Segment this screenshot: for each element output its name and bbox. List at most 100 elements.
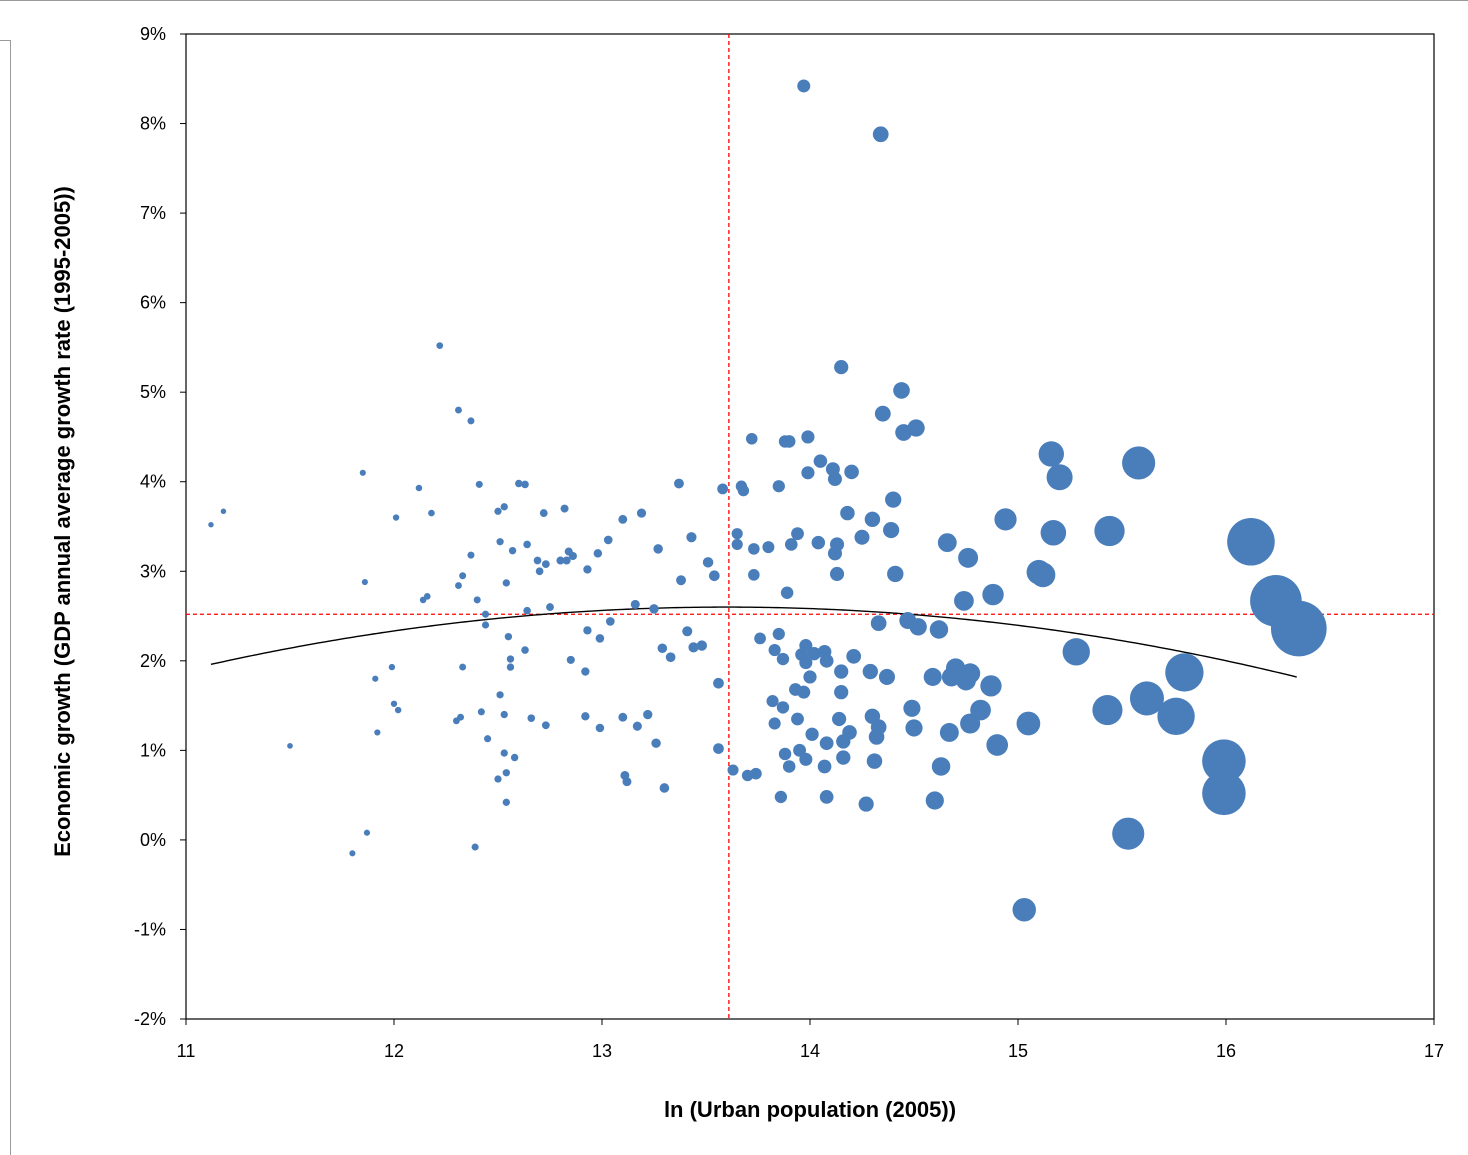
- data-point: [954, 590, 974, 611]
- data-point: [834, 685, 849, 700]
- data-point: [960, 663, 981, 684]
- y-tick-label: 4%: [140, 472, 166, 492]
- data-point: [665, 652, 676, 663]
- data-point: [1046, 464, 1073, 491]
- data-point: [784, 538, 798, 551]
- data-point: [657, 643, 668, 654]
- data-point: [593, 549, 603, 558]
- y-tick-label: 6%: [140, 293, 166, 313]
- data-point: [502, 769, 510, 777]
- data-point: [682, 626, 693, 637]
- data-point: [643, 709, 653, 720]
- data-point: [893, 382, 910, 399]
- data-point: [866, 753, 883, 769]
- data-point: [500, 503, 508, 511]
- data-point: [776, 701, 790, 714]
- data-point: [842, 725, 857, 740]
- data-point: [791, 527, 804, 541]
- data-point: [1202, 771, 1246, 816]
- data-point: [1016, 711, 1041, 736]
- data-point: [674, 478, 684, 489]
- data-point: [713, 743, 724, 754]
- y-tick-label: -2%: [134, 1009, 166, 1029]
- data-point: [939, 722, 959, 742]
- data-point: [504, 632, 513, 641]
- data-point: [502, 798, 510, 806]
- data-point: [832, 711, 847, 727]
- data-point: [220, 508, 227, 515]
- data-point: [539, 509, 548, 517]
- y-axis-ticks: -2% -1% 0% 1% 2% 3% 4% 5% 6% 7% 8% 9%: [134, 24, 186, 1029]
- data-point: [829, 537, 845, 552]
- data-point: [475, 480, 483, 488]
- data-point: [801, 466, 815, 480]
- data-point: [870, 719, 887, 735]
- data-point: [496, 691, 504, 699]
- y-tick-label: 7%: [140, 203, 166, 223]
- data-point: [459, 572, 467, 580]
- data-point: [653, 544, 663, 554]
- data-point: [388, 663, 396, 671]
- data-point: [455, 406, 462, 414]
- data-point: [748, 569, 760, 581]
- data-point: [1227, 517, 1275, 566]
- data-point: [797, 79, 811, 93]
- data-point: [797, 685, 811, 699]
- data-point: [805, 727, 819, 741]
- data-point: [363, 829, 371, 836]
- data-point: [506, 655, 515, 663]
- data-point: [455, 582, 462, 590]
- data-point: [799, 752, 813, 766]
- x-tick-label: 13: [592, 1041, 612, 1061]
- data-point: [595, 634, 605, 643]
- data-point: [870, 615, 887, 632]
- data-point: [394, 706, 402, 714]
- data-point: [982, 583, 1004, 606]
- data-point: [581, 667, 590, 676]
- x-axis-title: ln (Urban population (2005)): [664, 1097, 956, 1122]
- data-point: [874, 405, 891, 422]
- y-tick-label: 3%: [140, 561, 166, 581]
- frame-top-border: [0, 0, 1468, 1]
- data-point: [887, 565, 904, 583]
- data-point: [909, 618, 927, 636]
- data-point: [731, 528, 743, 540]
- data-point: [1030, 562, 1056, 588]
- x-axis-ticks: 11 12 13 14 15 16 17: [177, 1019, 1444, 1061]
- data-point: [731, 538, 743, 550]
- data-point: [500, 749, 508, 757]
- data-point: [858, 796, 874, 812]
- data-point: [994, 508, 1017, 531]
- data-point: [813, 454, 828, 468]
- data-point: [562, 556, 571, 565]
- fit-curve: [210, 606, 1297, 678]
- data-point: [605, 617, 615, 626]
- data-point: [636, 508, 647, 518]
- data-point: [583, 626, 592, 635]
- data-point: [581, 712, 590, 721]
- data-point: [782, 435, 796, 448]
- data-point: [829, 566, 845, 582]
- data-point: [801, 430, 815, 444]
- y-tick-label: 8%: [140, 114, 166, 134]
- data-point: [560, 504, 569, 513]
- x-tick-label: 11: [177, 1041, 196, 1061]
- data-point: [834, 359, 849, 375]
- y-tick-label: 5%: [140, 382, 166, 402]
- data-point: [436, 342, 444, 349]
- reference-lines: [186, 34, 1434, 1019]
- data-point: [846, 648, 862, 664]
- data-point: [632, 721, 642, 731]
- data-point: [473, 596, 481, 604]
- data-point: [457, 713, 465, 721]
- data-point: [374, 729, 381, 736]
- x-tick-label: 16: [1216, 1041, 1236, 1061]
- data-point: [508, 546, 517, 555]
- data-point: [748, 543, 760, 555]
- data-point: [541, 721, 550, 730]
- data-point: [713, 677, 724, 689]
- data-point: [840, 505, 855, 521]
- y-axis-title: Economic growth (GDP annual average grow…: [50, 186, 75, 857]
- data-point: [929, 620, 949, 639]
